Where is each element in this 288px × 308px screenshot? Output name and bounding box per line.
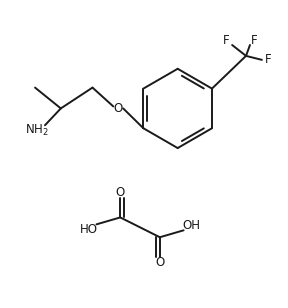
Text: F: F [264, 53, 271, 66]
Text: O: O [155, 256, 164, 269]
Text: F: F [223, 34, 230, 47]
Text: OH: OH [183, 219, 200, 232]
Text: F: F [251, 34, 257, 47]
Text: HO: HO [79, 223, 98, 236]
Text: NH$_2$: NH$_2$ [25, 123, 49, 138]
Text: O: O [115, 186, 125, 199]
Text: O: O [114, 102, 123, 115]
